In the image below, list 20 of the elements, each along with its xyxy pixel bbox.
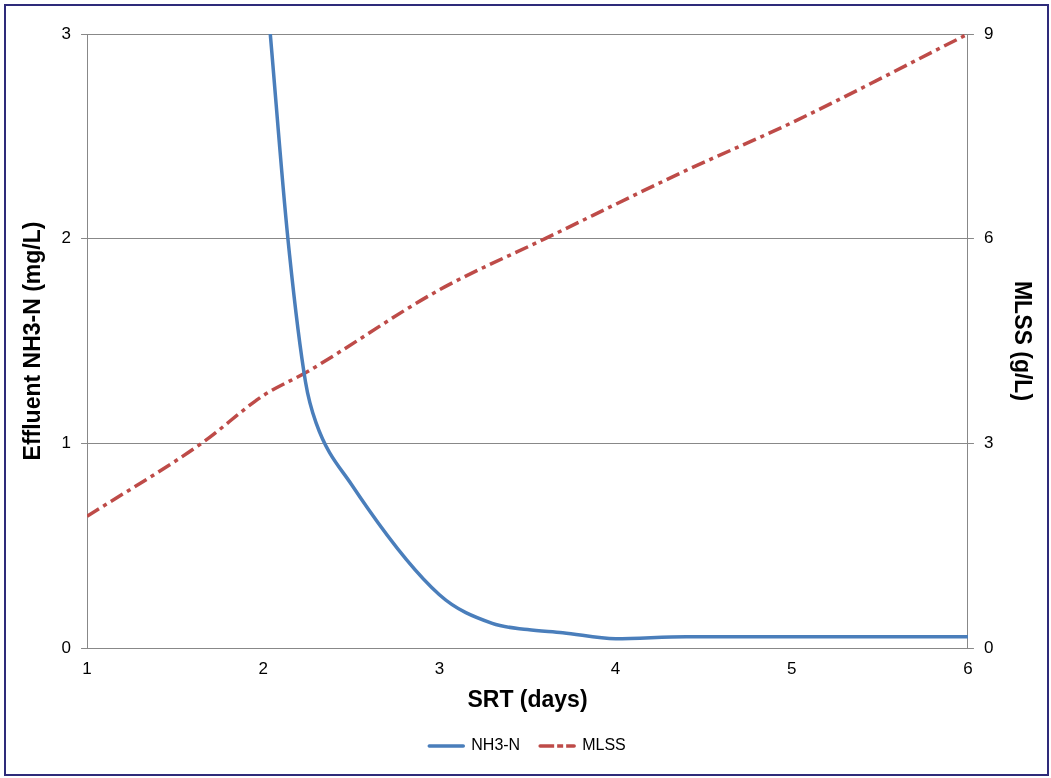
y2-axis-title: MLSS (g/L) — [1009, 280, 1036, 402]
x-axis-title: SRT (days) — [467, 685, 588, 712]
y-tick-label: 1 — [61, 433, 72, 453]
y2-tick-label: 6 — [983, 228, 994, 248]
x-tick-label: 3 — [434, 658, 445, 678]
legend-label: NH3-N — [471, 736, 521, 754]
x-tick-label: 5 — [787, 658, 797, 678]
y2-tick-label: 9 — [983, 23, 994, 43]
x-tick-label: 1 — [82, 658, 92, 678]
y2-tick-label: 3 — [983, 433, 994, 453]
x-tick-label: 4 — [610, 658, 621, 678]
y-tick-label: 2 — [61, 228, 72, 248]
y-tick-label: 0 — [61, 637, 72, 657]
x-tick-label: 2 — [258, 658, 268, 678]
y-tick-label: 3 — [61, 23, 72, 43]
y2-tick-label: 0 — [983, 637, 994, 657]
y-axis-title: Effluent NH3-N (mg/L) — [19, 221, 46, 461]
legend-label: MLSS — [582, 736, 626, 754]
line-series — [268, 34, 968, 641]
x-tick-label: 6 — [963, 658, 973, 678]
